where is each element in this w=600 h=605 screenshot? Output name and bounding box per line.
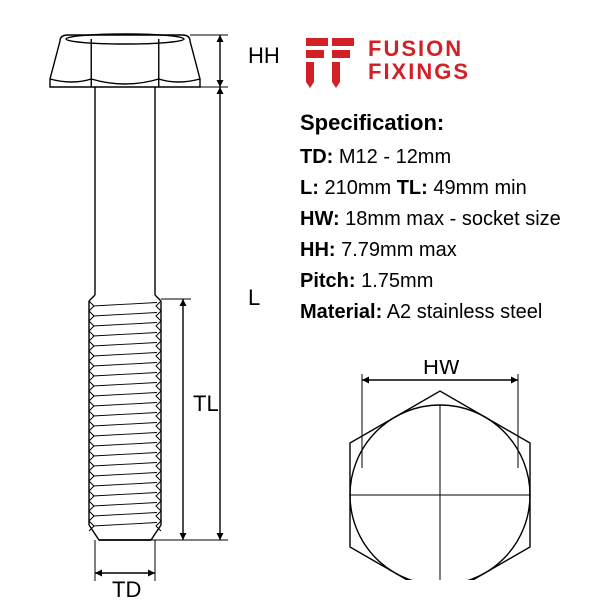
svg-text:L: L [248, 285, 260, 310]
svg-text:TD: TD [112, 577, 141, 600]
spec-row: HH: 7.79mm max [300, 239, 590, 262]
spec-row: Pitch: 1.75mm [300, 270, 590, 293]
brand-line1: FUSION [368, 37, 470, 60]
specification-block: Specification: TD: M12 - 12mm L: 210mm TL… [300, 110, 590, 332]
spec-row: HW: 18mm max - socket size [300, 208, 590, 231]
bolt-side-diagram: HHLTLTD [20, 25, 290, 575]
svg-text:TL: TL [193, 391, 219, 416]
spec-row: TD: M12 - 12mm [300, 146, 590, 169]
brand-logo: FUSION FIXINGS [300, 25, 580, 95]
hex-top-diagram: HW [310, 360, 570, 580]
brand-text: FUSION FIXINGS [368, 37, 470, 83]
spec-rows: TD: M12 - 12mm L: 210mm TL: 49mm min HW: 1… [300, 146, 590, 324]
fusion-fixings-icon [300, 30, 360, 90]
spec-row: Material: A2 stainless steel [300, 301, 590, 324]
brand-line2: FIXINGS [368, 60, 470, 83]
spec-title: Specification: [300, 110, 590, 136]
hex-svg: HW [310, 360, 570, 580]
bolt-svg: HH L TL TD [20, 25, 290, 600]
spec-row: L: 210mm TL: 49mm min [300, 177, 590, 200]
svg-text:HW: HW [423, 360, 460, 379]
svg-text:HH: HH [248, 43, 280, 68]
